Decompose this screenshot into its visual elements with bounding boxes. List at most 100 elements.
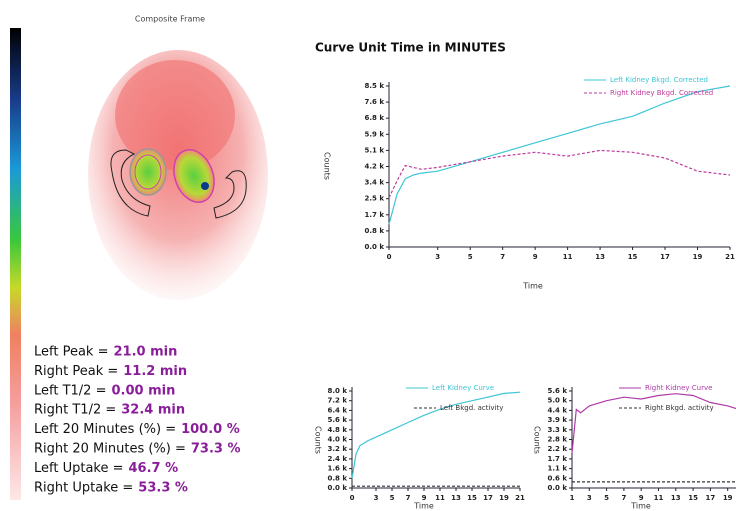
y-tick-label: 3.3 k [548,426,568,434]
scan-image [88,50,268,300]
y-tick-label: 1.1 k [548,465,568,473]
x-tick-label: 13 [671,494,681,502]
x-tick-label: 17 [706,494,716,502]
y-tick-label: 4.0 k [328,436,348,444]
x-tick-label: 15 [688,494,698,502]
y-tick-label: 7.2 k [328,397,348,405]
y-tick-label: 0.8 k [365,227,385,235]
y-tick-label: 3.4 k [365,179,385,187]
color-bar [10,28,21,500]
y-tick-label: 4.4 k [548,406,568,414]
y-tick-label: 0.8 k [328,474,348,482]
y-tick-label: 8.5 k [365,82,385,90]
stat-label: Left Uptake = [34,461,124,476]
stat-value: 21.0 min [113,345,177,360]
x-tick-label: 15 [467,494,477,502]
legend-label: Right Kidney Bkgd. Corrected [610,89,713,97]
x-tick-label: 0 [350,494,355,502]
charts: Curve Unit Time in MINUTES 0.0 k 0.8 k 1.7 … [314,41,736,511]
stats-panel: Left Peak = 21.0 min Right Peak = 11.2 min L… [34,345,241,496]
legend-label: Right Bkgd. activity [645,404,714,412]
stat-label: Left T1/2 = [34,383,106,398]
stat-label: Left Peak = [34,345,108,360]
x-tick-label: 3 [435,253,440,261]
y-tick-label: 0.0 k [548,484,568,492]
x-tick-label: 15 [628,253,638,261]
x-tick-label: 7 [406,494,411,502]
stat-value: 32.4 min [121,403,185,418]
x-tick-label: 17 [483,494,493,502]
stat-value: 46.7 % [129,461,179,476]
y-tick-label: 6.8 k [365,114,385,122]
x-tick-label: 5 [390,494,395,502]
y-tick-label: 2.4 k [328,455,348,463]
y-tick-label: 7.6 k [365,98,385,106]
x-tick-label: 13 [595,253,605,261]
y-axis-label: Counts [314,426,323,454]
x-tick-label: 19 [499,494,509,502]
x-tick-label: 3 [374,494,379,502]
y-tick-label: 5.0 k [548,397,568,405]
series-line [389,150,730,197]
x-tick-label: 9 [533,253,538,261]
x-tick-label: 13 [451,494,461,502]
stat-label: Left 20 Minutes (%) = [34,422,176,437]
y-tick-label: 2.5 k [365,195,385,203]
y-tick-label: 5.6 k [328,416,348,424]
x-tick-label: 5 [604,494,609,502]
chart: 0.0 k 0.8 k1.6 k 2.4 k 3.2 k4.0 k 4.8 k 5.6 k… [314,384,525,511]
y-tick-label: 1.7 k [548,455,568,463]
y-tick-label: 0.0 k [328,484,348,492]
y-tick-label: 3.2 k [328,445,348,453]
x-tick-label: 19 [723,494,733,502]
y-tick-label: 2.8 k [548,436,568,444]
x-axis-label: Time [630,502,651,511]
y-tick-label: 0.6 k [548,474,568,482]
stat-label: Right 20 Minutes (%) = [34,442,186,457]
y-axis-label: Counts [323,152,332,180]
legend-label: Right Kidney Curve [645,384,712,392]
x-tick-label: 3 [587,494,592,502]
stat-value: 100.0 % [181,422,240,437]
y-tick-label: 8.0 k [328,387,348,395]
x-tick-label: 19 [693,253,703,261]
y-tick-label: 4.2 k [365,163,385,171]
stat-value: 11.2 min [123,364,187,379]
stat-value: 0.00 min [111,383,175,398]
screen: Composite Frame Left Peak = 21.0 min Right… [0,0,736,511]
x-axis-label: Time [522,282,543,291]
legend-label: Left Kidney Curve [432,384,494,392]
x-tick-label: 11 [654,494,664,502]
y-tick-label: 4.8 k [328,426,348,434]
x-tick-label: 11 [563,253,573,261]
x-tick-label: 5 [468,253,473,261]
legend-label: Left Kidney Bkgd. Corrected [610,76,708,84]
y-axis-label: Counts [533,426,542,454]
stat-value: 53.3 % [138,480,188,495]
x-tick-label: 21 [725,253,735,261]
series-line [572,394,736,453]
x-tick-label: 7 [621,494,626,502]
chart: 0.0 k 0.6 k1.1 k 1.7 k 2.2 k2.8 k 3.3 k 3.9 k… [533,384,736,511]
x-tick-label: 11 [435,494,445,502]
x-tick-label: 7 [500,253,505,261]
stat-label: Right Peak = [34,364,118,379]
x-tick-label: 0 [387,253,392,261]
y-tick-label: 5.6 k [548,387,568,395]
x-axis-label: Time [413,502,434,511]
chart-title: Curve Unit Time in MINUTES [315,41,506,55]
x-tick-label: 1 [570,494,575,502]
y-tick-label: 2.2 k [548,445,568,453]
y-tick-label: 1.6 k [328,465,348,473]
stat-value: 73.3 % [191,442,241,457]
y-tick-label: 5.9 k [365,130,385,138]
legend-label: Left Bkgd. activity [440,404,503,412]
x-tick-label: 17 [660,253,670,261]
y-tick-label: 1.7 k [365,211,385,219]
page: {"image": {"title": "Composite Frame"}, … [0,0,736,511]
y-tick-label: 5.1 k [365,146,385,154]
image-title: Composite Frame [135,15,205,24]
y-tick-label: 3.9 k [548,416,568,424]
y-tick-label: 6.4 k [328,406,348,414]
